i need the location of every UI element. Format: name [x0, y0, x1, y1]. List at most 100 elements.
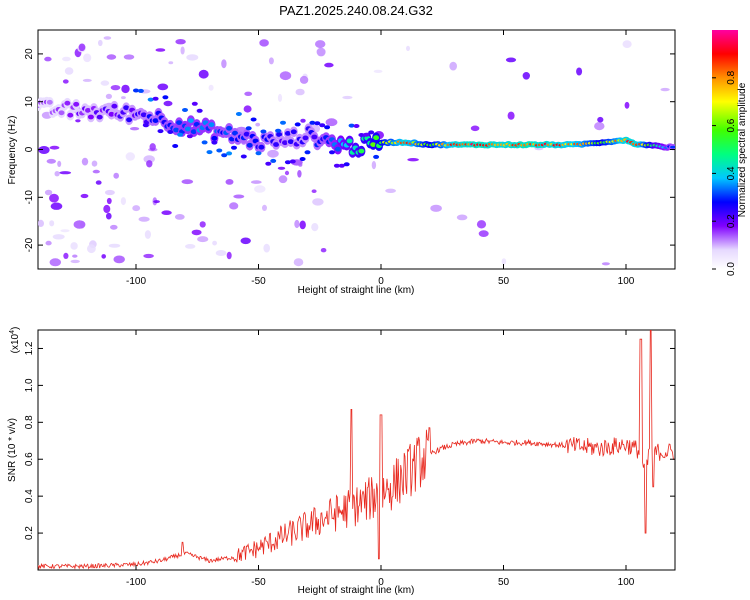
speckle-blob [110, 224, 118, 230]
ridge-sidelobe [133, 88, 139, 93]
speckle-blob [199, 221, 206, 228]
x-tick-label: 0 [378, 577, 384, 588]
speckle-blob [407, 158, 419, 162]
ridge-core [284, 131, 291, 136]
ridge-core [87, 114, 94, 120]
ridge-core [140, 112, 147, 118]
speckle-blob [229, 202, 239, 210]
ridge-sidelobe [348, 123, 355, 128]
ridge-core [46, 99, 53, 105]
y-tick-label: 1.2 [24, 341, 35, 355]
speckle-blob [49, 258, 61, 267]
ridge-sidelobe [368, 130, 375, 135]
spectrogram-x-label: Height of straight line (km) [298, 285, 415, 296]
speckle-blob [180, 46, 185, 55]
speckle-blob [624, 101, 630, 109]
ridge-sidelobe [294, 122, 301, 127]
speckle-blob [80, 193, 89, 199]
ridge-sidelobe [211, 140, 218, 145]
ridge-sidelobe [221, 153, 228, 158]
ridge-sidelobe [216, 148, 223, 153]
ridge-sidelobe [196, 108, 203, 113]
ridge-core [64, 100, 71, 106]
ridge-sidelobe [255, 151, 262, 156]
x-tick-label: 100 [618, 577, 635, 588]
ridge-core [287, 139, 294, 145]
speckle-blob [62, 56, 71, 62]
speckle-blob [54, 171, 60, 177]
speckle-blob [92, 169, 100, 174]
speckle-blob [325, 118, 338, 127]
speckle-blob [44, 56, 52, 62]
y-tick-label: -20 [24, 237, 35, 252]
speckle-blob [259, 39, 269, 47]
speckle-blob [297, 170, 302, 178]
speckle-blob [62, 79, 69, 84]
ridge-sidelobe [265, 161, 272, 166]
speckle-blob [221, 59, 227, 69]
ridge-sidelobe [245, 126, 252, 131]
ridge-core [370, 142, 377, 148]
speckle-blob [103, 36, 112, 40]
ridge-sidelobe [363, 132, 370, 137]
ridge-sidelobe [157, 129, 164, 134]
ridge-sidelobe [329, 150, 335, 155]
speckle-blob [262, 204, 267, 211]
speckle-blob [101, 254, 106, 259]
snr-scale-exponent: 4 [9, 330, 16, 334]
speckle-blob [64, 67, 74, 75]
snr-axes: -100 -50 0 50 100 0.2 0.4 0.6 0.8 1.0 1.2 [24, 330, 675, 588]
ridge-sidelobe [186, 134, 193, 139]
speckle-blob [72, 254, 78, 258]
speckle-blob [320, 248, 327, 253]
ridge-core [184, 126, 191, 132]
ridge-core [226, 125, 233, 131]
speckle-blob [161, 210, 172, 215]
speckle-blob [78, 43, 86, 52]
x-tick-label: -50 [251, 577, 266, 588]
speckle-blob [371, 161, 377, 170]
ridge-sidelobe [226, 151, 233, 156]
speckle-blob [121, 84, 130, 94]
speckle-blob [38, 146, 50, 154]
speckle-blob [268, 57, 274, 65]
speckle-blob [660, 87, 670, 92]
ridge-core [85, 108, 91, 113]
ridge-core [358, 148, 365, 154]
speckle-blob [125, 152, 135, 161]
ridge-core [373, 135, 380, 141]
ridge-core [187, 118, 194, 123]
speckle-blob [277, 166, 286, 170]
ridge-core [208, 122, 215, 128]
y-tick-label: 1.0 [24, 378, 35, 392]
speckle-blob [278, 175, 288, 184]
x-tick-label: 100 [618, 276, 635, 287]
x-tick-label: 50 [498, 276, 510, 287]
ridge-core [311, 134, 318, 140]
speckle-blob [312, 198, 324, 206]
ridge-sidelobe [167, 130, 174, 134]
speckle-blob [244, 91, 253, 97]
speckle-blob [505, 57, 517, 63]
speckle-blob [476, 220, 487, 229]
ridge-sidelobe [206, 150, 213, 155]
y-tick-label: 0.4 [24, 489, 35, 503]
speckle-blob [75, 119, 81, 123]
speckle-blob [215, 250, 227, 256]
speckle-blob [324, 62, 334, 68]
ridge-core [282, 140, 288, 146]
ridge-core [290, 129, 297, 135]
speckle-blob [430, 204, 442, 212]
speckle-blob [311, 223, 319, 232]
speckle-blob [57, 160, 62, 167]
snr-panel: -100 -50 0 50 100 0.2 0.4 0.6 0.8 1.0 1.2 Height o… [7, 327, 676, 596]
x-tick-label: -100 [126, 276, 146, 287]
speckle-blob [70, 259, 80, 264]
speckle-blob [49, 145, 60, 150]
speckle-blob [293, 258, 304, 267]
speckle-blob [73, 220, 86, 229]
speckle-blob [316, 47, 326, 57]
ridge-sidelobe [373, 154, 380, 159]
ridge-core [346, 138, 353, 144]
